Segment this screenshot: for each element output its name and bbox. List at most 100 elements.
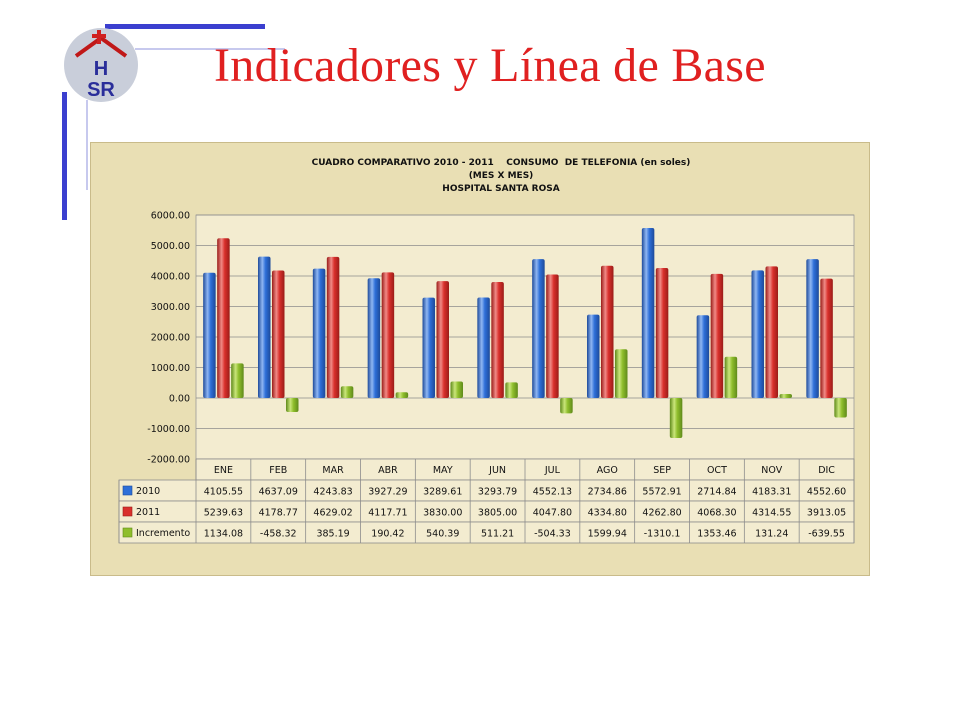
accent-line-top [105, 24, 265, 29]
bar-2011-dic [820, 278, 833, 398]
bar-2010-feb [258, 256, 271, 398]
bar-incremento-mar [340, 386, 354, 398]
table-cell-value: 3830.00 [423, 508, 462, 519]
table-cell-value: 5572.91 [642, 487, 681, 498]
bar-incremento-may [450, 381, 463, 398]
table-cell-value: 131.24 [755, 529, 788, 540]
bar-incremento-dic [834, 398, 847, 418]
x-tick-label: ENE [214, 465, 233, 476]
bar-incremento-oct [724, 356, 738, 398]
bar-2011-sep [655, 267, 669, 398]
bar-2010-mar [312, 268, 326, 398]
bar-2011-ene [217, 238, 230, 398]
bar-incremento-abr [395, 392, 409, 398]
table-cell-value: 3293.79 [478, 487, 517, 498]
y-tick-label: 0.00 [169, 394, 190, 405]
bar-incremento-ago [615, 349, 628, 398]
table-cell-value: 4105.55 [204, 487, 243, 498]
bar-2011-may [436, 281, 449, 398]
table-cell-value: 4552.13 [533, 487, 572, 498]
y-tick-label: 5000.00 [151, 241, 190, 252]
svg-text:SR: SR [87, 79, 115, 101]
table-cell-value: 3913.05 [807, 508, 846, 519]
table-cell-value: 3805.00 [478, 508, 517, 519]
table-cell-value: 4334.80 [588, 508, 627, 519]
table-cell-value: 4243.83 [313, 487, 352, 498]
y-tick-label: 1000.00 [151, 363, 190, 374]
svg-text:H: H [94, 58, 108, 80]
table-cell-value: 4047.80 [533, 508, 572, 519]
slide-title: Indicadores y Línea de Base [214, 39, 766, 92]
x-tick-label: JUL [544, 465, 561, 476]
bar-incremento-jul [560, 398, 573, 414]
x-tick-label: DIC [818, 465, 835, 476]
bar-2010-sep [641, 228, 655, 398]
table-cell-value: -458.32 [260, 529, 297, 540]
bar-2011-jul [546, 274, 559, 398]
legend-key-2010 [122, 485, 133, 496]
table-cell-value: 4262.80 [642, 508, 681, 519]
bar-incremento-sep [669, 398, 683, 438]
y-tick-label: 6000.00 [151, 211, 190, 222]
x-tick-label: SEP [653, 465, 671, 476]
x-tick-label: NOV [761, 465, 782, 476]
bar-2010-ago [587, 314, 600, 398]
bar-incremento-nov [779, 393, 792, 398]
logo-emblem-icon: H SR [74, 30, 128, 101]
table-cell-value: 4314.55 [752, 508, 791, 519]
chart-canvas: 6000.00 5000.00 4000.00 3000.00 2000.00 1000.… [118, 211, 855, 544]
table-cell-value: -639.55 [808, 529, 845, 540]
chart-title-line-1: CUADRO COMPARATIVO 2010 - 2011 CONSUMO D… [311, 158, 691, 168]
chart-panel: CUADRO COMPARATIVO 2010 - 2011 CONSUMO D… [90, 142, 870, 576]
bar-incremento-ene [231, 363, 244, 398]
bar-2010-ene [203, 272, 216, 398]
chart-title: CUADRO COMPARATIVO 2010 - 2011 CONSUMO D… [281, 157, 721, 196]
y-tick-label: 3000.00 [151, 302, 190, 313]
table-cell-value: 540.39 [426, 529, 459, 540]
bar-2011-oct [710, 273, 724, 398]
table-cell-value: 1599.94 [588, 529, 627, 540]
table-cell-value: 2714.84 [697, 487, 736, 498]
bar-2011-ago [601, 265, 614, 398]
table-cell-value: 4629.02 [313, 508, 352, 519]
table-series-name: Incremento [136, 528, 190, 539]
table-cell-value: 5239.63 [204, 508, 243, 519]
bar-2010-jul [532, 259, 545, 398]
table-cell-value: 385.19 [316, 529, 349, 540]
table-cell-value: 3289.61 [423, 487, 462, 498]
table-cell-value: 190.42 [371, 529, 404, 540]
accent-line-left-light [86, 100, 88, 190]
table-cell-value: 4183.31 [752, 487, 791, 498]
bar-2010-dic [806, 259, 819, 398]
bar-2010-oct [696, 315, 710, 398]
bar-incremento-feb [286, 398, 299, 412]
x-tick-label: MAR [322, 465, 344, 476]
x-tick-label: AGO [597, 465, 618, 476]
table-series-name: 2010 [136, 486, 160, 497]
chart-title-line-2: (MES X MES) [468, 171, 534, 181]
accent-line-top-light [135, 48, 285, 50]
table-cell-value: 4178.77 [259, 508, 298, 519]
table-cell-value: 1353.46 [697, 529, 736, 540]
table-cell-value: 2734.86 [588, 487, 627, 498]
table-cell-value: 3927.29 [368, 487, 407, 498]
bar-2011-feb [272, 270, 285, 398]
bar-2011-abr [381, 272, 395, 398]
bar-2010-jun [477, 297, 490, 398]
table-cell-value: 4637.09 [259, 487, 298, 498]
bar-incremento-jun [505, 382, 518, 398]
y-tick-label: 4000.00 [151, 272, 190, 283]
table-cell-value: -1310.1 [644, 529, 681, 540]
table-cell-value: 4552.60 [807, 487, 846, 498]
table-cell-value: 1134.08 [204, 529, 243, 540]
accent-line-left [62, 92, 67, 220]
legend-key-2011 [122, 506, 133, 517]
x-tick-label: FEB [269, 465, 287, 476]
y-tick-label: -1000.00 [147, 424, 190, 435]
legend-key-incremento [122, 527, 133, 538]
y-tick-label: 2000.00 [151, 333, 190, 344]
bar-2010-abr [367, 278, 381, 398]
x-tick-label: ABR [378, 465, 398, 476]
bar-2010-nov [751, 270, 764, 398]
bar-2011-nov [765, 266, 778, 398]
